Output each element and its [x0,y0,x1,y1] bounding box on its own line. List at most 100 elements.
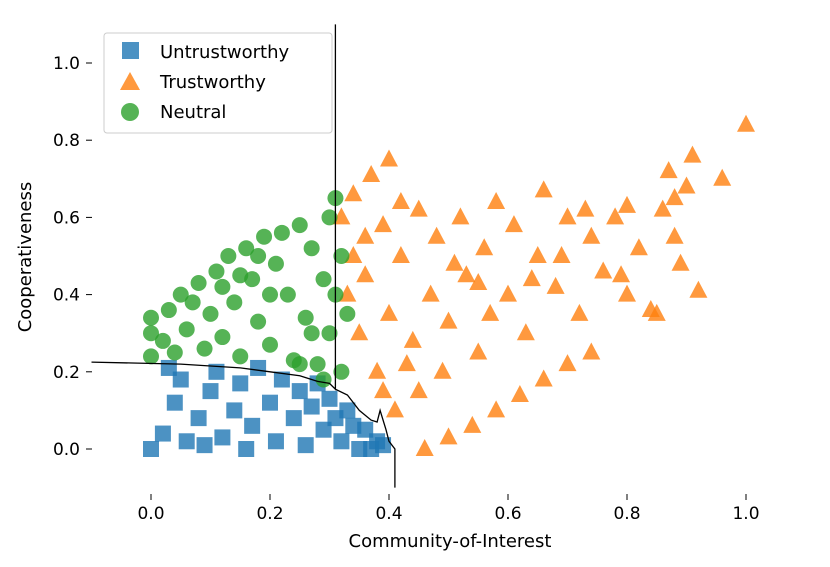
trustworthy-point-38 [671,253,690,271]
trustworthy-point-62 [612,265,631,283]
untrustworthy-point-9 [226,402,243,419]
legend-neutral-label: Neutral [160,102,226,123]
neutral-point-27 [303,240,320,257]
trustworthy-point-1 [344,184,363,202]
untrustworthy-point-24 [333,433,350,450]
trustworthy-point-48 [487,400,506,418]
trustworthy-point-17 [457,265,476,283]
trustworthy-point-18 [469,342,488,360]
untrustworthy-point-5 [190,410,207,427]
trustworthy-point-68 [445,253,464,271]
neutral-point-38 [262,286,278,303]
trustworthy-point-35 [653,199,672,217]
x-tick-label-4: 0.8 [613,504,640,524]
neutral-point-3 [154,332,171,349]
untrustworthy-point-14 [267,433,284,450]
trustworthy-point-51 [558,354,577,372]
y-tick-label-0: 0.0 [53,440,80,460]
trustworthy-point-26 [546,276,565,294]
trustworthy-point-49 [510,384,529,402]
trustworthy-point-20 [487,191,506,209]
trustworthy-point-61 [576,199,595,217]
neutral-point-25 [291,217,308,234]
untrustworthy-point-25 [339,402,356,419]
neutral-point-41 [214,278,231,295]
neutral-point-14 [226,294,243,311]
trustworthy-point-57 [433,361,452,379]
neutral-point-2 [143,309,159,326]
legend-trustworthy-label: Trustworthy [159,72,266,93]
neutral-point-16 [238,240,255,257]
trustworthy-point-37 [665,226,684,244]
neutral-point-21 [267,255,284,272]
x-axis-title: Community-of-Interest [349,531,552,552]
neutral-point-9 [196,340,213,357]
neutral-point-39 [232,267,249,284]
trustworthy-point-43 [737,114,755,132]
y-tick-label-1: 0.2 [53,363,80,383]
neutral-point-6 [172,286,189,303]
y-tick-label-5: 1.0 [53,54,80,74]
untrustworthy-point-12 [250,359,267,376]
untrustworthy-point-15 [273,371,290,388]
neutral-point-23 [279,286,296,303]
untrustworthy-point-2 [166,394,183,411]
untrustworthy-point-31 [375,437,392,454]
trustworthy-point-33 [629,238,648,256]
x-tick-label-2: 0.4 [375,504,402,524]
trustworthy-point-8 [368,361,387,379]
untrustworthy-point-18 [297,437,314,454]
trustworthy-point-30 [594,261,613,279]
trustworthy-point-9 [380,303,398,321]
trustworthy-point-14 [427,226,446,244]
trustworthy-point-22 [504,215,523,233]
neutral-point-11 [208,263,225,280]
trustworthy-point-25 [534,180,553,198]
trustworthy-point-24 [528,246,547,263]
neutral-point-19 [256,228,273,245]
neutral-point-0 [143,348,159,365]
trustworthy-point-15 [439,311,458,329]
neutral-point-1 [143,325,159,342]
untrustworthy-point-32 [160,359,177,376]
trustworthy-point-6 [350,323,369,341]
untrustworthy-point-4 [178,433,195,450]
trustworthy-point-50 [534,369,553,387]
neutral-point-15 [232,348,249,365]
x-tick-label-1: 0.2 [256,504,283,524]
trustworthy-point-29 [582,226,601,244]
neutral-point-36 [339,305,356,322]
trustworthy-point-64 [665,188,684,206]
trustworthy-point-59 [522,269,541,287]
series-trustworthy [332,114,755,456]
trustworthy-point-23 [516,323,535,341]
x-tick-label-5: 1.0 [732,504,759,524]
untrustworthy-point-33 [238,441,255,457]
trustworthy-point-12 [409,199,428,217]
untrustworthy-point-8 [214,429,231,446]
neutral-point-42 [250,248,267,264]
x-tick-label-0: 0.0 [137,504,164,524]
neutral-point-12 [214,329,231,346]
trustworthy-point-4 [380,149,398,167]
neutral-point-5 [166,344,183,361]
untrustworthy-point-19 [303,398,320,415]
legend: Untrustworthy Trustworthy Neutral [103,32,333,134]
neutral-point-18 [250,313,267,330]
trustworthy-point-19 [475,238,494,256]
neutral-point-28 [309,356,326,373]
neutral-point-37 [291,356,308,373]
untrustworthy-point-1 [154,425,171,442]
x-tick-label-3: 0.6 [494,504,521,524]
neutral-point-7 [178,321,195,338]
trustworthy-point-52 [582,342,601,360]
untrustworthy-point-17 [291,383,308,400]
untrustworthy-point-11 [244,417,261,434]
y-tick-label-2: 0.4 [53,286,80,306]
y-axis-title: Cooperativeness [15,182,36,333]
neutral-point-31 [321,325,338,342]
neutral-point-20 [262,336,278,353]
trustworthy-point-28 [570,303,589,321]
trustworthy-point-42 [713,168,732,186]
